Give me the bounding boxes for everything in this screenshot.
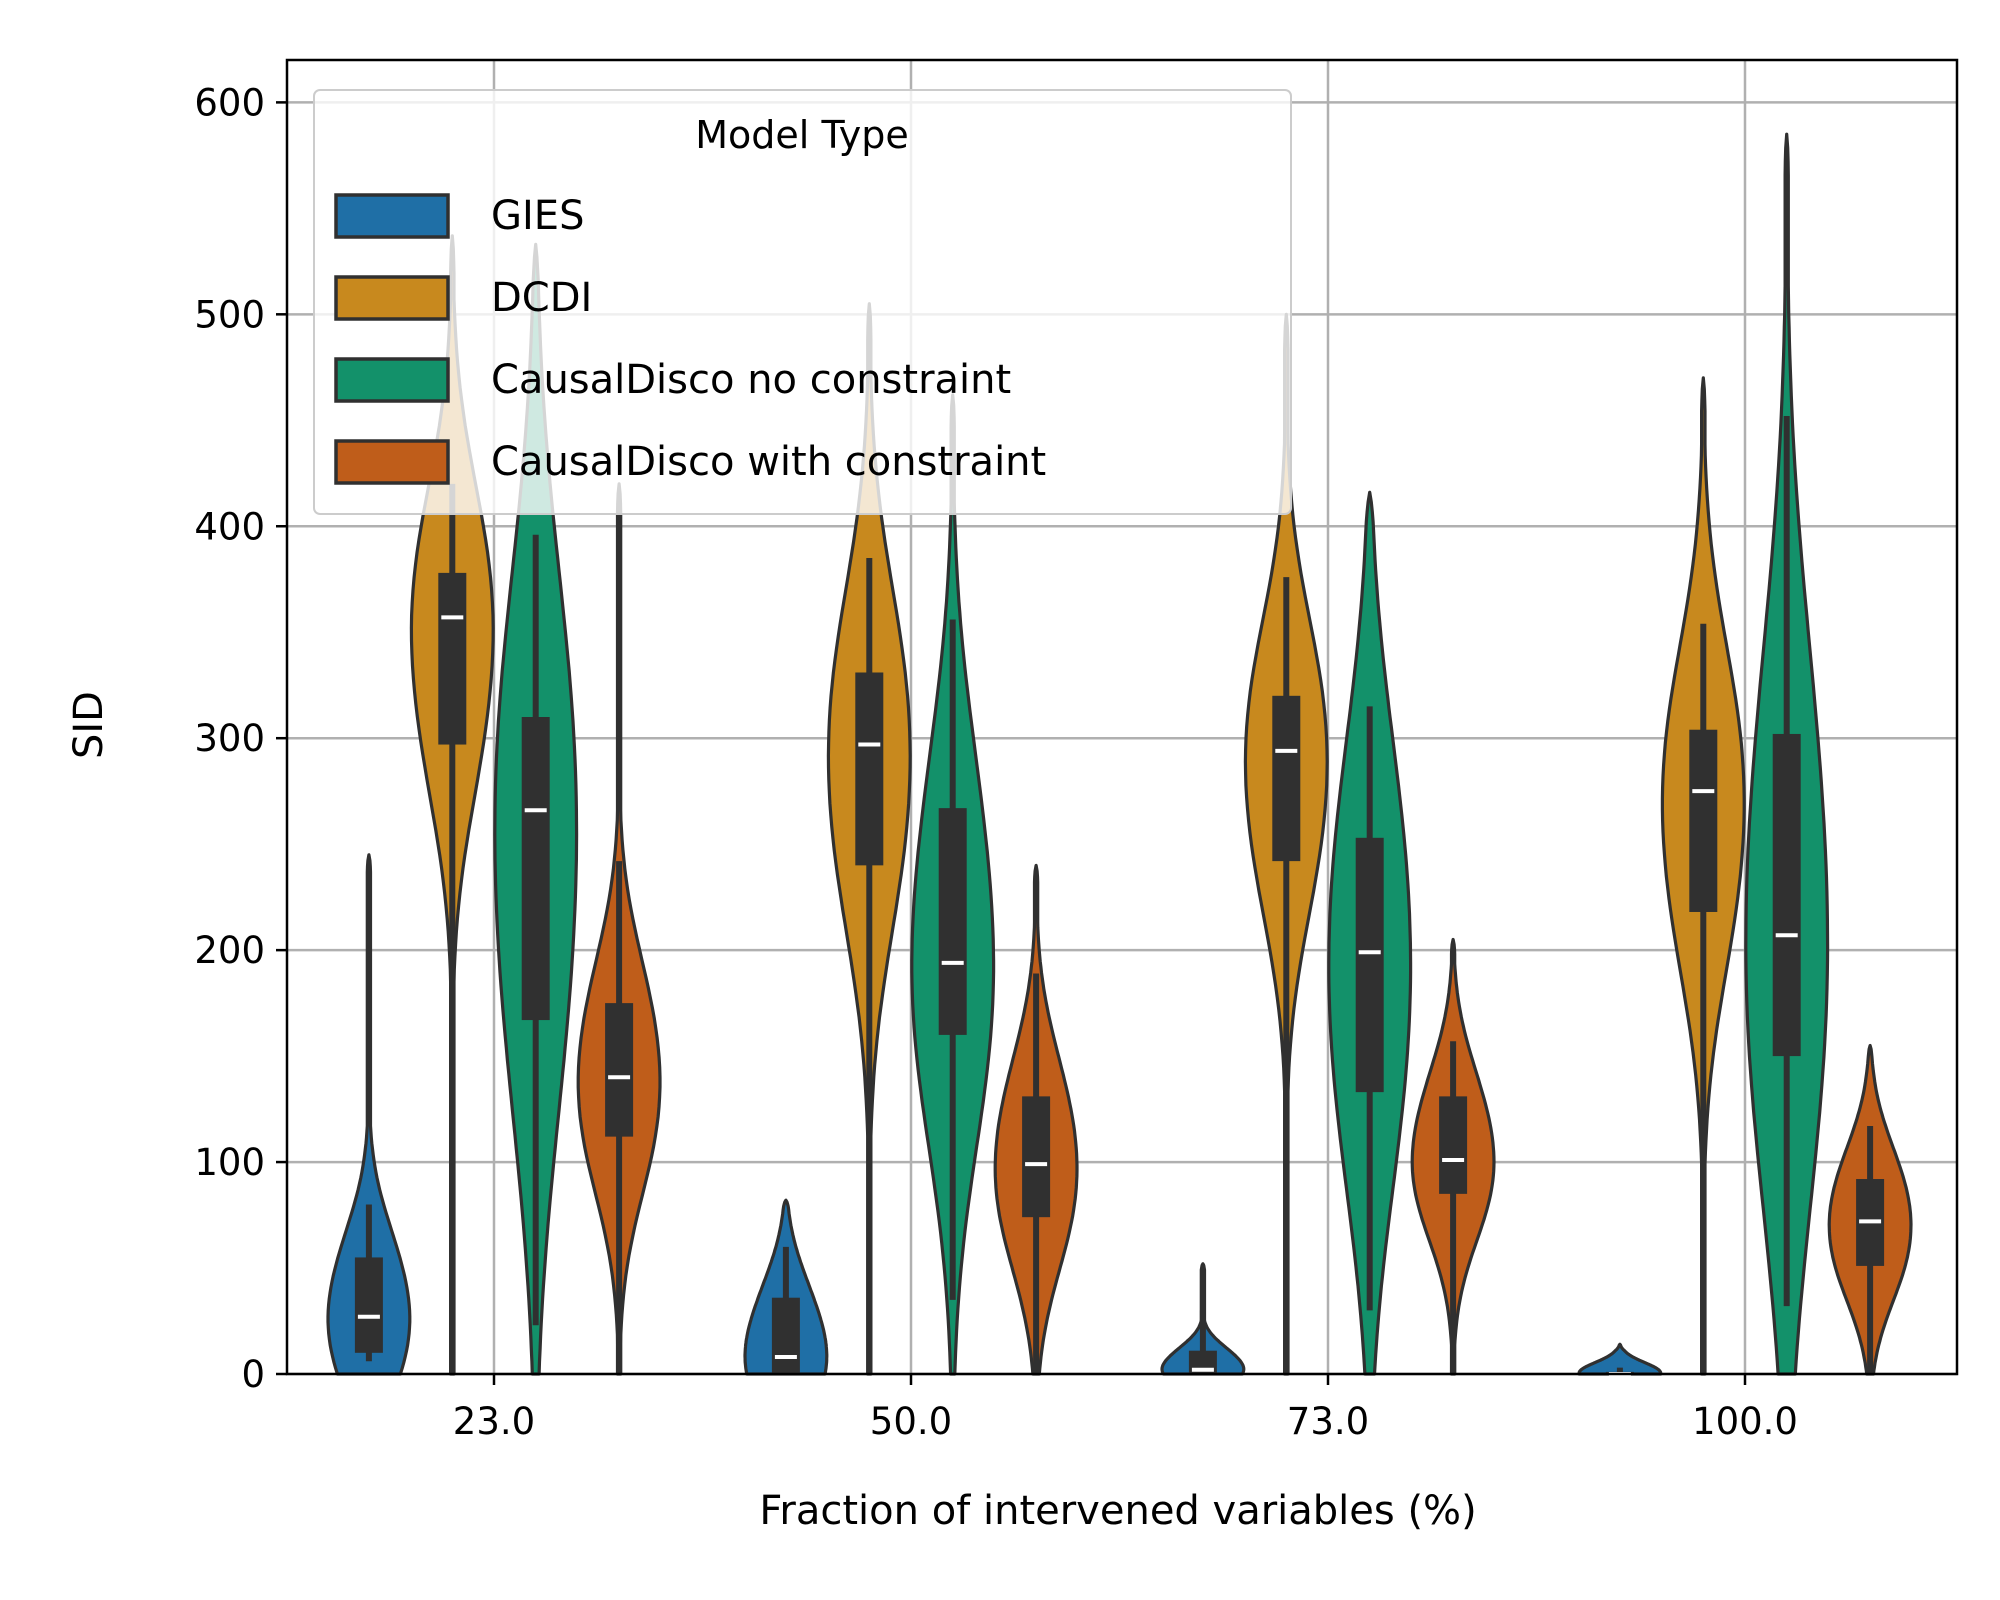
legend-swatch <box>334 357 450 403</box>
violin-iqr-box <box>938 808 967 1035</box>
violin-iqr-box <box>1439 1096 1468 1194</box>
violin-iqr-box <box>1355 837 1384 1093</box>
violin-iqr-box <box>771 1297 800 1374</box>
y-tick-label: 300 <box>194 717 265 760</box>
violin-iqr-box <box>354 1257 383 1353</box>
violin-iqr-box <box>1022 1096 1051 1218</box>
violin-iqr-box <box>521 717 550 1021</box>
x-tick-label: 73.0 <box>1287 1400 1369 1443</box>
violin-body <box>326 853 412 1376</box>
legend-label: GIES <box>491 193 584 239</box>
legend-swatch <box>334 439 450 485</box>
axes: 0 100 200 300 400 500 600 23.0 50.0 73.0 100.0 <box>194 58 1959 1443</box>
legend-swatch <box>334 193 450 239</box>
y-tick-label: 400 <box>194 505 265 548</box>
violin-iqr-box <box>1689 729 1718 912</box>
y-tick-label: 600 <box>194 81 265 124</box>
legend: Model Type GIES DCDI CausalDisco no constr… <box>313 89 1292 515</box>
legend-label: CausalDisco with constraint <box>491 439 1046 485</box>
legend-label: CausalDisco no constraint <box>491 357 1011 403</box>
violin-iqr-box <box>438 572 467 745</box>
violin-iqr-box <box>1772 733 1801 1057</box>
x-axis-label: Fraction of intervened variables (%) <box>759 1488 1476 1534</box>
y-tick-label: 200 <box>194 929 265 972</box>
y-tick-label: 500 <box>194 293 265 336</box>
y-axis-label: SID <box>66 691 112 759</box>
y-tick-label: 0 <box>241 1353 265 1396</box>
x-tick-label: 100.0 <box>1692 1400 1798 1443</box>
violin-iqr-box <box>1272 695 1301 862</box>
legend-swatch <box>334 275 450 321</box>
x-tick-label: 50.0 <box>870 1400 952 1443</box>
y-tick-label: 100 <box>194 1141 265 1184</box>
x-tick-label: 23.0 <box>453 1400 535 1443</box>
plot-frame <box>285 58 1959 1376</box>
legend-label: DCDI <box>491 275 592 321</box>
violin-body <box>1577 1342 1663 1376</box>
violin-iqr-box <box>605 1003 634 1137</box>
legend-frame <box>313 89 1292 515</box>
violins <box>326 132 1913 1376</box>
violin-iqr-box <box>855 672 884 866</box>
legend-title: Model Type <box>695 113 908 157</box>
